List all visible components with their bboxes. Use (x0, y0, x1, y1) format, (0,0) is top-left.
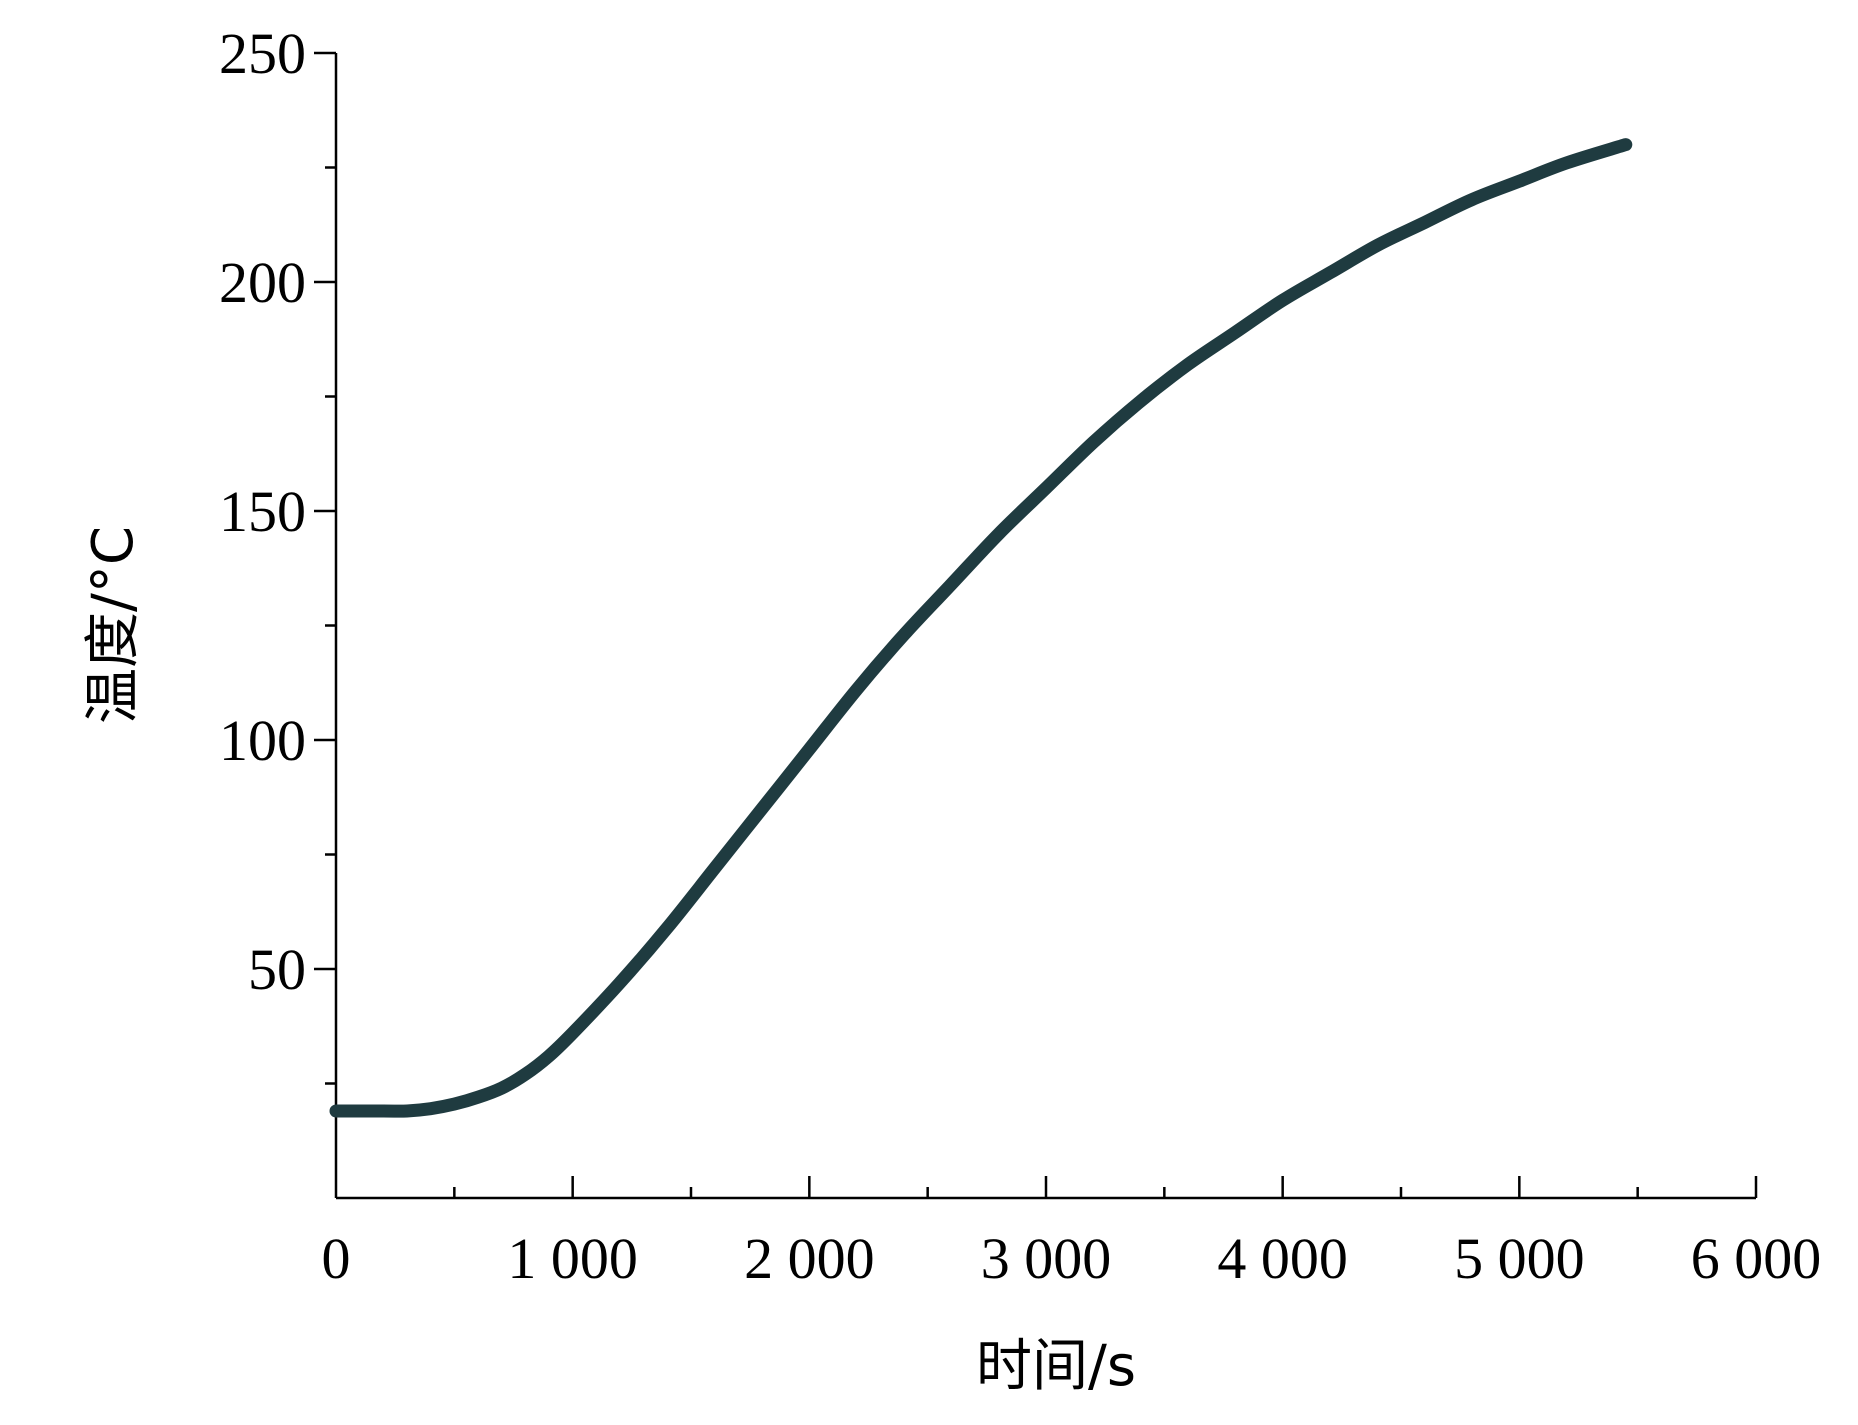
y-tick-label: 150 (219, 479, 306, 544)
ticks-layer (314, 51, 1758, 1198)
x-tick-label: 2 000 (744, 1226, 875, 1291)
x-tick-label: 4 000 (1217, 1226, 1348, 1291)
y-axis-title: 温度/°C (81, 526, 146, 724)
y-tick-label: 50 (248, 937, 306, 1002)
series-line-temperature (329, 138, 1633, 1118)
x-tick-label: 5 000 (1454, 1226, 1585, 1291)
x-tick-label: 3 000 (981, 1226, 1112, 1291)
labels-layer: 0 1 000 2 000 3 000 4 000 5 000 6 000 50 100 150 2… (219, 21, 1821, 1291)
x-tick-label: 1 000 (507, 1226, 638, 1291)
y-tick-label: 250 (219, 21, 306, 86)
y-tick-label: 100 (219, 708, 306, 773)
y-tick-label: 200 (219, 250, 306, 315)
x-tick-label: 6 000 (1691, 1226, 1822, 1291)
x-tick-label: 0 (322, 1226, 351, 1291)
x-axis-title: 时间/s (976, 1334, 1136, 1399)
